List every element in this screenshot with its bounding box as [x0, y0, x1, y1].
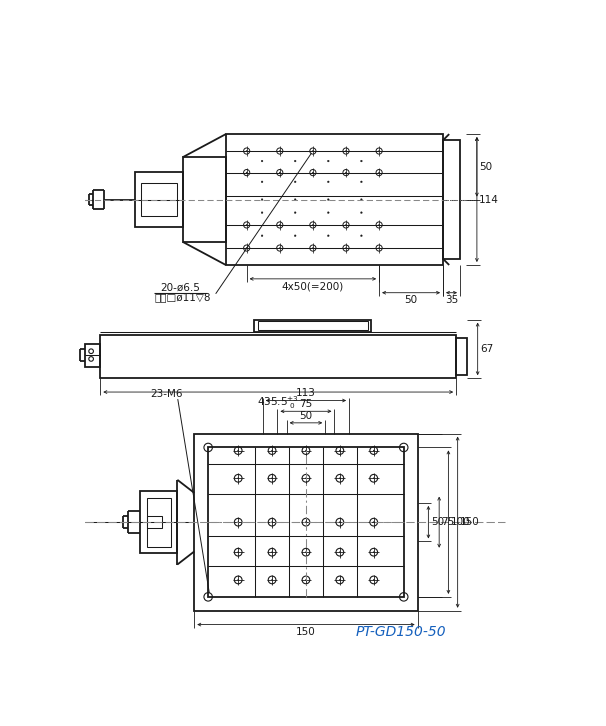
Text: PT-GD150-50: PT-GD150-50	[355, 625, 446, 640]
Circle shape	[361, 234, 362, 237]
Circle shape	[339, 450, 341, 451]
Circle shape	[373, 450, 375, 451]
Bar	[195, 433, 418, 611]
Text: 50: 50	[431, 517, 444, 527]
Circle shape	[238, 521, 239, 523]
Bar	[255, 319, 371, 332]
Text: 150: 150	[296, 627, 316, 637]
Circle shape	[271, 450, 273, 451]
Bar	[141, 183, 176, 216]
Circle shape	[238, 579, 239, 581]
Text: 20-ø6.5: 20-ø6.5	[161, 283, 201, 293]
Text: 150: 150	[460, 517, 480, 527]
Circle shape	[312, 150, 313, 152]
Circle shape	[295, 181, 296, 183]
Circle shape	[327, 199, 329, 200]
Circle shape	[261, 160, 263, 162]
Circle shape	[361, 199, 362, 200]
Text: 67: 67	[480, 344, 493, 354]
Circle shape	[261, 234, 263, 237]
Bar	[208, 447, 404, 597]
Circle shape	[238, 478, 239, 479]
Text: 75: 75	[442, 517, 454, 527]
Circle shape	[373, 521, 375, 523]
Bar	[443, 140, 460, 259]
Circle shape	[312, 224, 313, 226]
Bar	[258, 321, 368, 330]
Circle shape	[246, 224, 247, 226]
Circle shape	[305, 450, 307, 451]
Text: 75: 75	[299, 399, 313, 409]
Text: 50: 50	[479, 162, 492, 172]
Circle shape	[295, 234, 296, 237]
Circle shape	[271, 521, 273, 523]
Circle shape	[345, 150, 347, 152]
Text: 23-M6: 23-M6	[150, 388, 183, 399]
Bar	[456, 338, 467, 375]
Bar	[101, 335, 456, 378]
Circle shape	[279, 172, 281, 173]
Circle shape	[339, 478, 341, 479]
Text: 435.5$^{+3}_{\ 0}$: 435.5$^{+3}_{\ 0}$	[258, 394, 299, 411]
Circle shape	[373, 579, 375, 581]
Circle shape	[305, 478, 307, 479]
Circle shape	[295, 199, 296, 200]
Circle shape	[339, 521, 341, 523]
Bar	[147, 497, 171, 547]
Bar	[183, 158, 226, 242]
Circle shape	[345, 224, 347, 226]
Circle shape	[373, 478, 375, 479]
Circle shape	[327, 212, 329, 213]
Circle shape	[312, 172, 313, 173]
Bar	[135, 172, 183, 227]
Text: 背面□ø11▽8: 背面□ø11▽8	[155, 293, 211, 302]
Circle shape	[361, 160, 362, 162]
Circle shape	[327, 181, 329, 183]
Circle shape	[261, 181, 263, 183]
Circle shape	[345, 172, 347, 173]
Circle shape	[295, 212, 296, 213]
Circle shape	[327, 234, 329, 237]
Bar	[147, 516, 162, 529]
Circle shape	[361, 212, 362, 213]
Circle shape	[295, 160, 296, 162]
Bar	[141, 492, 178, 553]
Bar	[85, 343, 101, 367]
Bar	[226, 134, 443, 265]
Circle shape	[305, 579, 307, 581]
Circle shape	[305, 521, 307, 523]
Circle shape	[327, 160, 329, 162]
Circle shape	[246, 172, 247, 173]
Circle shape	[246, 150, 247, 152]
Text: 35: 35	[445, 295, 458, 305]
Text: 113: 113	[296, 388, 316, 398]
Text: 100: 100	[451, 517, 470, 527]
Circle shape	[261, 199, 263, 200]
Circle shape	[279, 224, 281, 226]
Circle shape	[261, 212, 263, 213]
Circle shape	[271, 579, 273, 581]
Text: 114: 114	[479, 195, 499, 205]
Text: 50: 50	[404, 295, 418, 305]
Circle shape	[238, 450, 239, 451]
Circle shape	[339, 579, 341, 581]
Text: 50: 50	[299, 410, 313, 420]
Circle shape	[279, 150, 281, 152]
Circle shape	[271, 478, 273, 479]
Circle shape	[361, 181, 362, 183]
Text: 4x50(=200): 4x50(=200)	[282, 282, 344, 292]
